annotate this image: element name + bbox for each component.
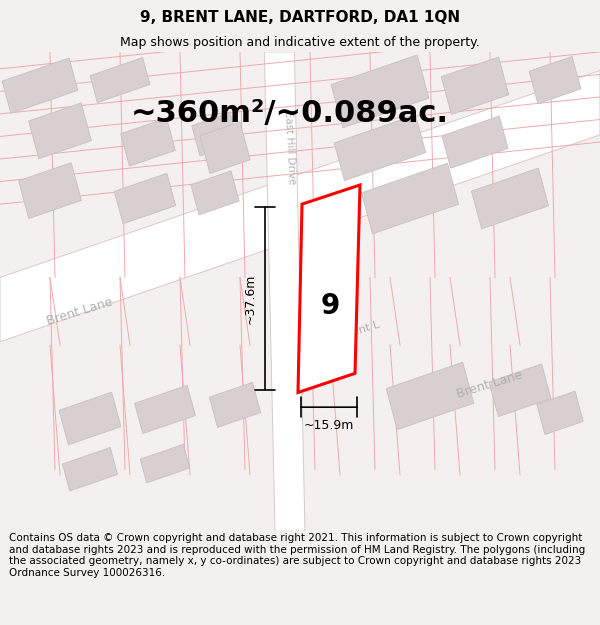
Polygon shape [191,171,239,215]
Polygon shape [200,122,250,174]
Text: Map shows position and indicative extent of the property.: Map shows position and indicative extent… [120,36,480,49]
Polygon shape [472,168,548,229]
Text: ~37.6m: ~37.6m [244,273,257,324]
Polygon shape [386,362,474,429]
Polygon shape [0,71,600,342]
Polygon shape [441,57,509,114]
Polygon shape [331,55,429,128]
Polygon shape [90,58,150,102]
Text: East Hill Drive: East Hill Drive [283,111,297,185]
Polygon shape [537,391,583,434]
Text: Contains OS data © Crown copyright and database right 2021. This information is : Contains OS data © Crown copyright and d… [9,533,585,578]
Text: Brent Lane: Brent Lane [46,295,115,328]
Polygon shape [529,56,581,104]
Polygon shape [121,118,175,166]
Polygon shape [298,185,360,392]
Text: Brent L: Brent L [340,320,381,341]
Polygon shape [265,52,305,531]
Polygon shape [2,58,78,113]
Text: 9: 9 [320,292,340,319]
Polygon shape [489,364,551,417]
Polygon shape [140,444,190,483]
Polygon shape [62,448,118,491]
Polygon shape [361,163,458,234]
Polygon shape [134,385,196,434]
Polygon shape [29,103,91,159]
Polygon shape [334,115,426,181]
Polygon shape [192,112,238,156]
Polygon shape [19,162,82,219]
Polygon shape [209,382,260,428]
Polygon shape [115,173,176,224]
Polygon shape [59,392,121,445]
Polygon shape [442,116,508,168]
Text: ~15.9m: ~15.9m [304,419,354,432]
Text: Brent Lane: Brent Lane [455,368,524,401]
Text: 9, BRENT LANE, DARTFORD, DA1 1QN: 9, BRENT LANE, DARTFORD, DA1 1QN [140,11,460,26]
Text: ~360m²/~0.089ac.: ~360m²/~0.089ac. [131,99,449,128]
